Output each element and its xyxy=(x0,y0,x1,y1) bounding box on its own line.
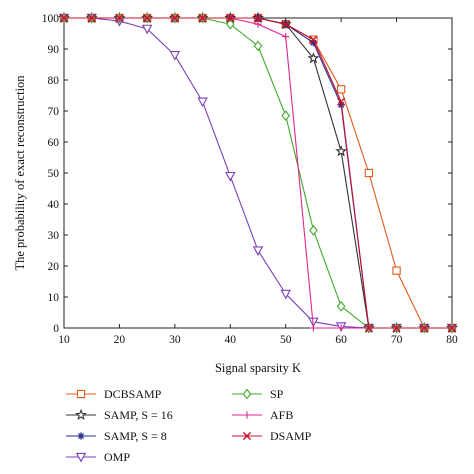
data-point xyxy=(87,13,96,23)
legend-entry: SAMP, S = 8 xyxy=(66,429,167,443)
x-tick-label: 30 xyxy=(169,334,181,346)
data-point xyxy=(336,300,346,312)
series-line xyxy=(64,17,452,329)
legend-marker xyxy=(77,432,85,440)
series-line xyxy=(64,17,452,329)
data-point xyxy=(253,40,263,52)
x-tick-label: 70 xyxy=(391,334,403,346)
data-point xyxy=(170,13,179,23)
data-point xyxy=(280,289,291,300)
series-samp-s-8 xyxy=(60,14,456,332)
series-line xyxy=(64,17,452,329)
y-tick-label: 70 xyxy=(48,106,60,118)
data-point xyxy=(308,317,319,328)
y-tick-label: 100 xyxy=(42,13,60,25)
data-point xyxy=(253,13,263,23)
data-point xyxy=(252,246,264,256)
y-tick-label: 90 xyxy=(48,44,60,56)
legend-entry: DSAMP xyxy=(232,429,312,443)
legend-entry: SP xyxy=(232,387,284,401)
x-tick-label: 50 xyxy=(280,334,292,346)
series-line xyxy=(64,17,452,329)
data-point xyxy=(281,20,290,29)
data-point xyxy=(309,224,318,236)
x-tick-label: 10 xyxy=(58,334,70,346)
y-tick-label: 80 xyxy=(48,75,60,87)
series-samp-s-16 xyxy=(58,11,458,334)
y-tick-label: 10 xyxy=(48,292,60,304)
plot-frame xyxy=(63,17,453,329)
data-point xyxy=(392,266,401,275)
legend-marker xyxy=(242,431,252,441)
legend-label: SP xyxy=(270,387,284,401)
data-point xyxy=(364,323,373,333)
data-point xyxy=(59,13,69,23)
series-afb xyxy=(60,14,456,332)
y-tick-label: 0 xyxy=(53,323,59,335)
data-point xyxy=(197,97,208,108)
series-sp xyxy=(59,12,457,334)
series-line xyxy=(64,17,452,329)
legend-entry: OMP xyxy=(66,450,130,464)
legend-marker xyxy=(75,452,87,463)
series-omp xyxy=(58,13,458,334)
data-point xyxy=(337,97,346,106)
data-point xyxy=(115,13,124,23)
x-tick-label: 60 xyxy=(335,334,347,346)
data-point xyxy=(225,171,236,182)
data-point xyxy=(309,39,318,47)
data-point xyxy=(392,323,401,333)
data-point xyxy=(335,145,348,157)
data-point xyxy=(281,110,291,122)
legend-marker xyxy=(242,388,252,400)
x-tick-label: 80 xyxy=(446,334,458,346)
data-point xyxy=(307,52,320,64)
x-tick-label: 40 xyxy=(225,334,237,346)
data-point xyxy=(420,323,429,333)
y-tick-label: 40 xyxy=(48,199,60,211)
data-point xyxy=(141,24,153,35)
x-axis-title: Signal sparsity K xyxy=(215,361,301,375)
legend-label: SAMP, S = 16 xyxy=(104,408,173,422)
legend-entry: SAMP, S = 16 xyxy=(66,408,173,422)
data-point xyxy=(282,33,290,41)
legend-marker xyxy=(243,411,251,419)
x-tick-label: 20 xyxy=(114,334,126,346)
legend-label: OMP xyxy=(104,450,130,464)
series-line xyxy=(64,17,452,329)
legend-entry: AFB xyxy=(232,408,293,422)
y-tick-label: 30 xyxy=(48,230,60,242)
legend-marker xyxy=(76,389,86,399)
legend: DCBSAMP SAMP, S = 16 SAMP, S = 8 OMP SP AFB DS… xyxy=(66,387,312,464)
y-tick-label: 20 xyxy=(48,261,60,273)
series-dsamp xyxy=(59,13,457,333)
data-point xyxy=(364,168,374,178)
y-axis-title: The probability of exact reconstruction xyxy=(13,75,27,271)
legend-label: DSAMP xyxy=(270,429,312,443)
data-point xyxy=(336,85,346,94)
legend-label: AFB xyxy=(270,408,293,422)
data-point xyxy=(337,324,345,332)
data-point xyxy=(143,13,152,23)
y-tick-label: 60 xyxy=(48,137,60,149)
data-point xyxy=(198,13,207,23)
data-point xyxy=(254,20,262,28)
data-point xyxy=(225,18,235,30)
data-point xyxy=(169,51,181,61)
series-line xyxy=(64,17,452,329)
legend-entry: DCBSAMP xyxy=(66,387,162,401)
legend-marker xyxy=(75,408,87,421)
series-dcbsamp xyxy=(59,13,457,333)
data-point xyxy=(447,323,457,333)
legend-label: DCBSAMP xyxy=(104,387,162,401)
data-point xyxy=(309,324,318,332)
y-tick-label: 50 xyxy=(48,168,60,180)
legend-label: SAMP, S = 8 xyxy=(104,429,167,443)
data-point xyxy=(226,13,235,23)
data-point xyxy=(309,35,318,44)
